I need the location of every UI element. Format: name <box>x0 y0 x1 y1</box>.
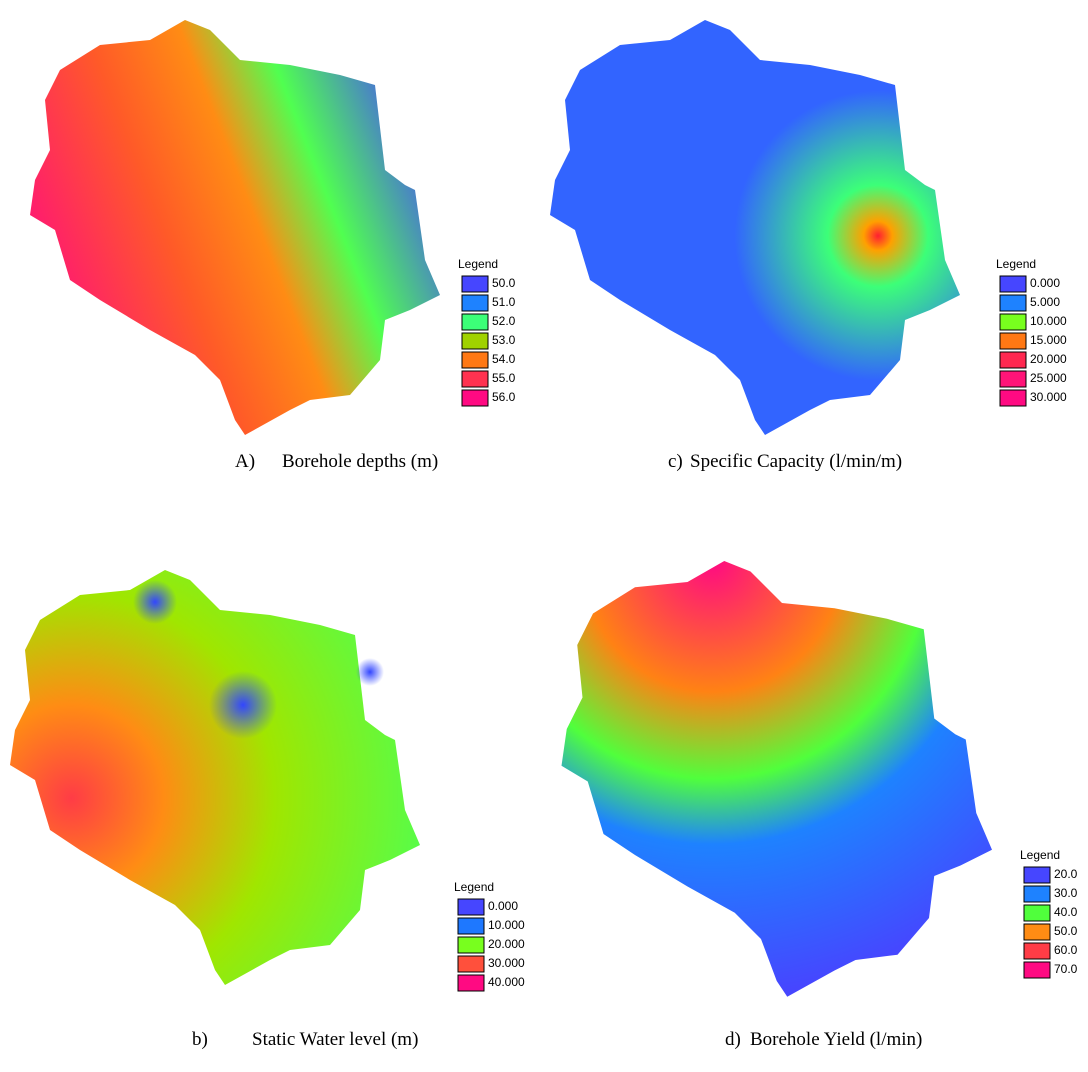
caption: Static Water level (m) <box>252 1029 418 1050</box>
legend-label: 0.000 <box>488 899 518 913</box>
legend-label: 30.0 <box>1054 886 1078 900</box>
legend-swatch <box>462 314 488 330</box>
legend-swatch <box>458 975 484 991</box>
legend-label: 53.0 <box>492 333 516 347</box>
legend-label: 40.000 <box>488 975 525 989</box>
legend-title: Legend <box>458 257 498 271</box>
legend-swatch <box>1000 276 1026 292</box>
legend-swatch <box>1024 867 1050 883</box>
caption: Specific Capacity (l/min/m) <box>690 451 902 472</box>
caption-label: c) <box>668 451 683 472</box>
legend-label: 20.000 <box>488 937 525 951</box>
legend-label: 50.0 <box>492 276 516 290</box>
legend-label: 52.0 <box>492 314 516 328</box>
map-a <box>30 20 440 435</box>
legend-label: 20.000 <box>1030 352 1067 366</box>
legend-label: 10.000 <box>1030 314 1067 328</box>
caption: Borehole Yield (l/min) <box>750 1029 922 1050</box>
legend-swatch <box>1000 314 1026 330</box>
legend-title: Legend <box>996 257 1036 271</box>
legend-label: 0.000 <box>1030 276 1060 290</box>
legend-swatch <box>1000 295 1026 311</box>
legend-label: 15.000 <box>1030 333 1067 347</box>
map-b <box>10 570 420 985</box>
legend-label: 20.0 <box>1054 867 1078 881</box>
map-d <box>562 561 993 997</box>
legend-swatch <box>1024 905 1050 921</box>
legend-swatch <box>1024 943 1050 959</box>
legend-swatch <box>1000 371 1026 387</box>
caption: Borehole depths (m) <box>282 451 438 472</box>
legend-label: 56.0 <box>492 390 516 404</box>
legend-label: 30.000 <box>1030 390 1067 404</box>
figure: A) Borehole depths (m) Legend 50.0 51.0 52.0 5… <box>0 0 1088 1072</box>
legend-label: 55.0 <box>492 371 516 385</box>
legend-label: 50.0 <box>1054 924 1078 938</box>
legend-swatch <box>458 937 484 953</box>
caption-label: b) <box>192 1029 208 1050</box>
legend-swatch <box>462 352 488 368</box>
legend-label: 70.0 <box>1054 962 1078 976</box>
legend-swatch <box>458 918 484 934</box>
legend-label: 60.0 <box>1054 943 1078 957</box>
legend-swatch <box>458 899 484 915</box>
legend-label: 40.0 <box>1054 905 1078 919</box>
legend-label: 54.0 <box>492 352 516 366</box>
legend-label: 25.000 <box>1030 371 1067 385</box>
legend-swatch <box>462 390 488 406</box>
legend-title: Legend <box>454 880 494 894</box>
legend-label: 10.000 <box>488 918 525 932</box>
legend-swatch <box>1024 962 1050 978</box>
legend-title: Legend <box>1020 848 1060 862</box>
legend-swatch <box>1000 333 1026 349</box>
map-c <box>550 20 960 435</box>
legend-swatch <box>1024 886 1050 902</box>
legend-swatch <box>458 956 484 972</box>
legend-swatch <box>462 276 488 292</box>
caption-label: A) <box>235 451 255 472</box>
legend-swatch <box>1000 352 1026 368</box>
legend-swatch <box>462 295 488 311</box>
page: A) Borehole depths (m) Legend 50.0 51.0 52.0 5… <box>0 0 1088 1072</box>
legend-swatch <box>462 371 488 387</box>
legend-label: 30.000 <box>488 956 525 970</box>
legend-swatch <box>1000 390 1026 406</box>
legend-swatch <box>462 333 488 349</box>
legend-swatch <box>1024 924 1050 940</box>
legend-label: 51.0 <box>492 295 516 309</box>
legend-label: 5.000 <box>1030 295 1060 309</box>
caption-label: d) <box>725 1029 741 1050</box>
